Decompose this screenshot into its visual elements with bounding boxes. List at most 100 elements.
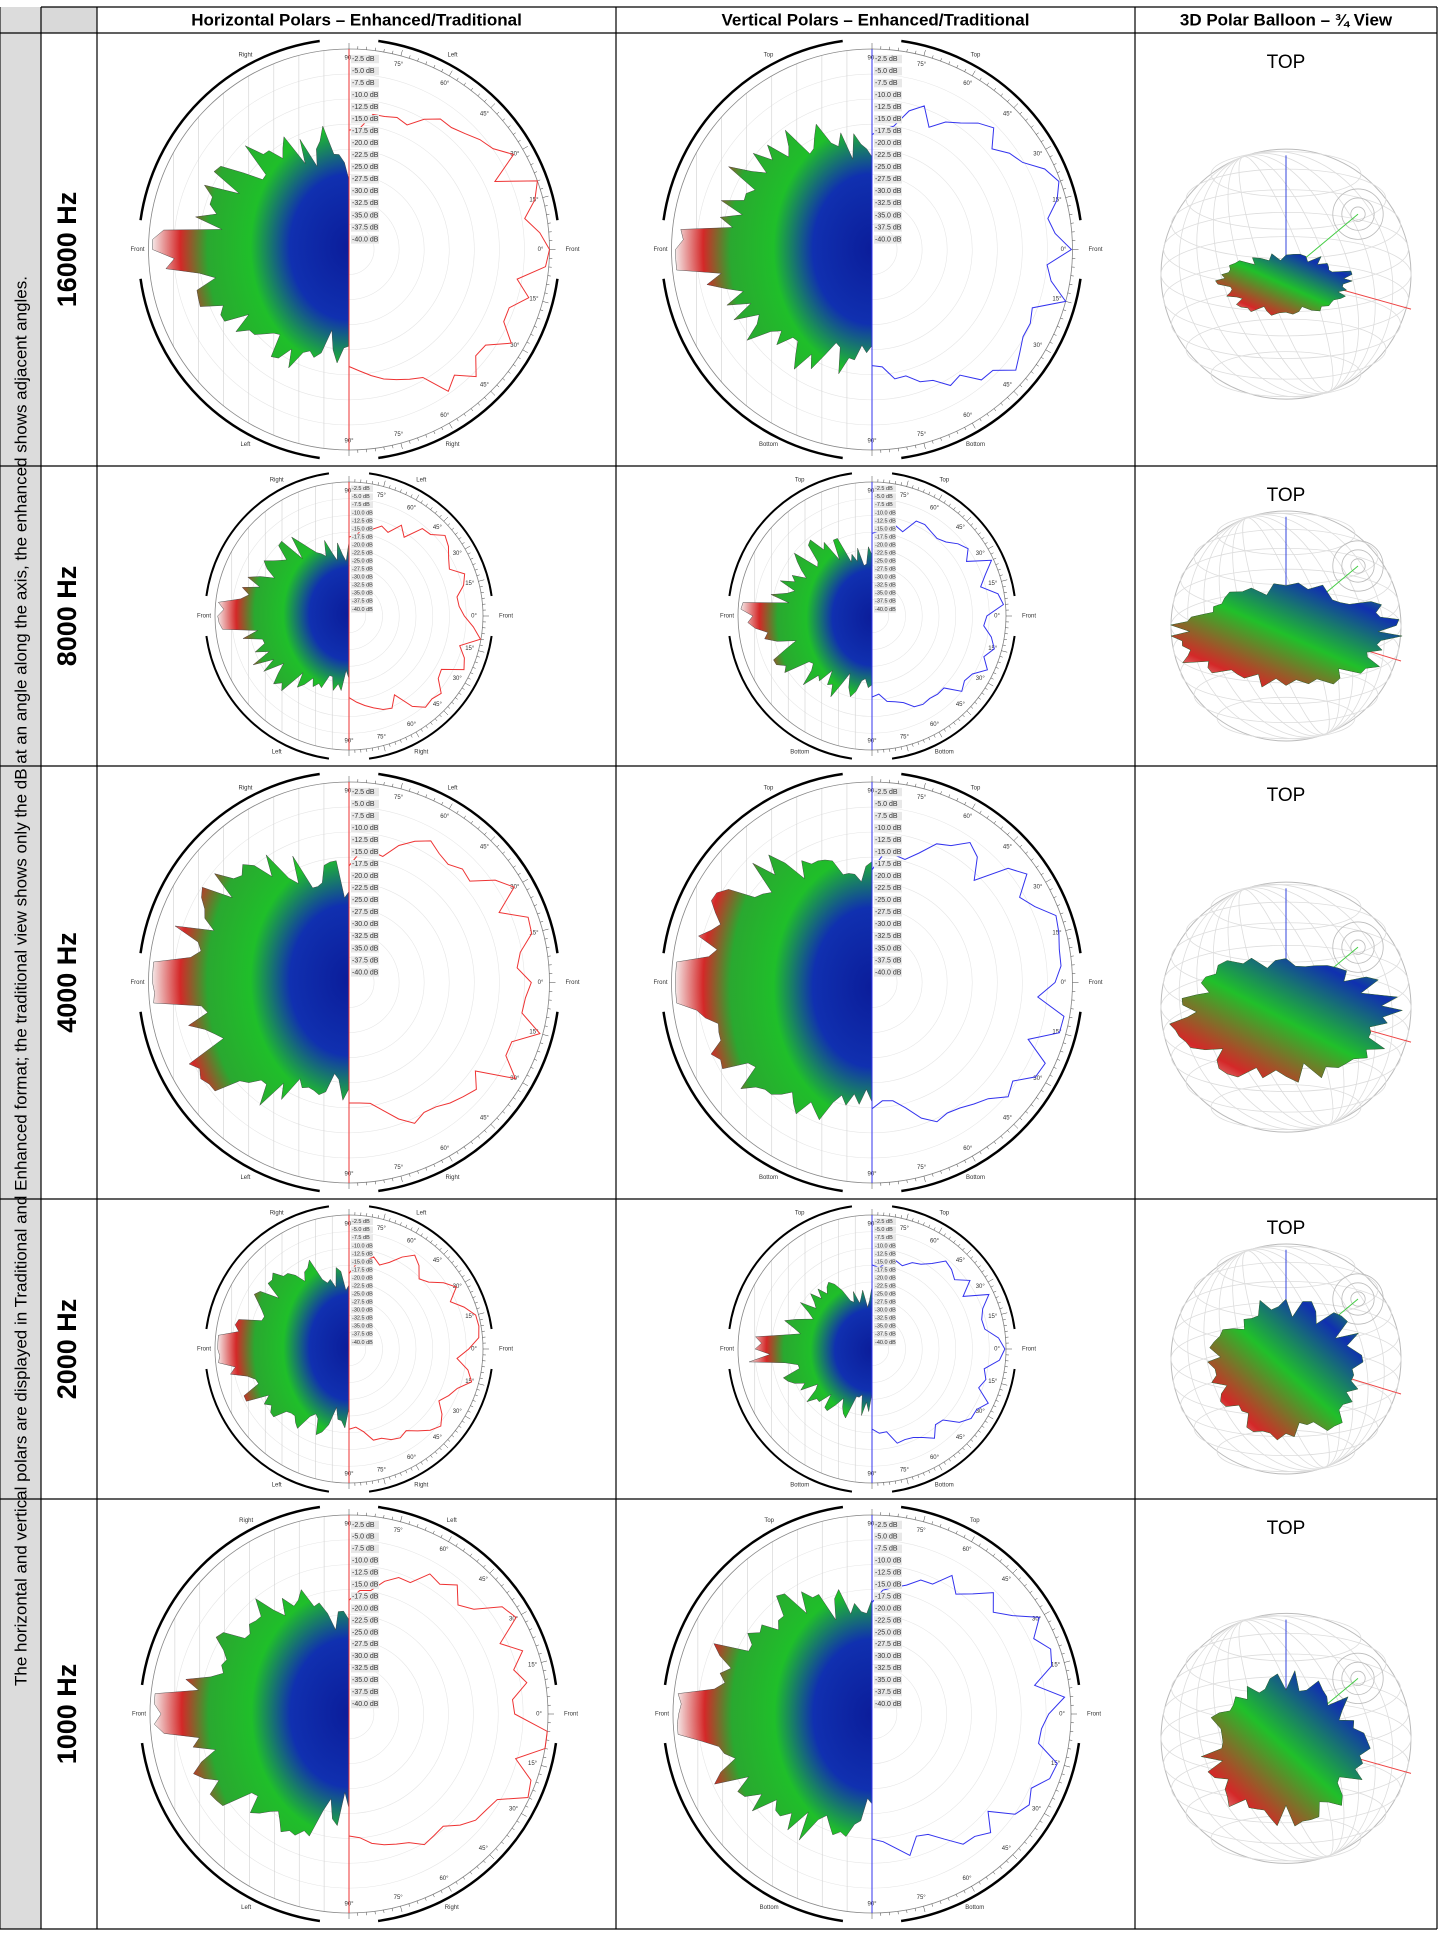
polar-tick — [444, 711, 448, 715]
db-label: -10.0 dB — [875, 1243, 896, 1249]
angle-label: 30° — [976, 1284, 986, 1290]
polar-tick — [518, 1090, 521, 1092]
polar-tick — [471, 88, 473, 90]
db-label: -25.0 dB — [875, 559, 896, 565]
polar-tick — [442, 802, 443, 805]
db-label: -12.5 dB — [352, 1570, 379, 1577]
angle-label: 75° — [394, 432, 404, 438]
polar-tick — [477, 1389, 480, 1390]
angle-label: 45° — [1002, 1846, 1012, 1852]
polar-tick — [982, 1270, 984, 1272]
side-label: Bottom — [790, 750, 809, 756]
angle-label: 15° — [465, 581, 475, 587]
db-label: -37.5 dB — [352, 599, 373, 605]
balloon-3d: TOP — [1145, 785, 1426, 1160]
side-label: Left — [240, 1175, 250, 1181]
polar-outer-arc — [901, 1012, 1080, 1191]
polar-tick — [531, 334, 534, 335]
polar-tick — [1044, 1612, 1049, 1615]
angle-label: 0° — [536, 1712, 542, 1718]
front-label: Front — [564, 1712, 578, 1718]
polar-tick — [523, 350, 528, 353]
side-label: Left — [416, 1211, 426, 1217]
balloon-top-label: TOP — [1267, 1518, 1306, 1539]
polar-tick — [1066, 929, 1072, 931]
front-label: Front — [499, 614, 513, 620]
side-label: Left — [448, 52, 458, 58]
polar-tick — [949, 1459, 951, 1461]
polar-tick — [503, 378, 505, 380]
polar-tick — [503, 852, 505, 854]
polar-tick — [513, 365, 515, 367]
polar-tick — [924, 50, 926, 56]
polar-outer-arc — [378, 279, 557, 458]
angle-label: 45° — [480, 112, 490, 118]
enhanced-polar — [676, 124, 872, 374]
angle-label: 15° — [528, 1662, 538, 1668]
polar-tick — [457, 419, 459, 422]
angle-label: 60° — [440, 413, 450, 419]
polar-tick — [462, 542, 465, 544]
frequency-label: 1000 Hz — [52, 1664, 82, 1765]
polar-tick — [431, 722, 433, 724]
polar-tick — [497, 845, 499, 847]
polar-tick — [395, 742, 396, 745]
polar-tick — [384, 745, 386, 751]
polar-tick — [490, 1855, 494, 1859]
angle-label: 15° — [988, 1379, 998, 1385]
polar-tick — [401, 50, 403, 56]
polar-tick — [1024, 1842, 1026, 1844]
db-label: -17.5 dB — [875, 128, 902, 135]
polar-tick — [996, 667, 999, 668]
polar-tick — [915, 784, 916, 787]
polar-tick — [1066, 1757, 1069, 1758]
side-label: Top — [764, 785, 774, 791]
polar-tick — [546, 947, 549, 948]
polar-tick — [939, 495, 942, 500]
polar-tick — [468, 1286, 471, 1287]
db-label: -15.0 dB — [352, 849, 379, 856]
balloon-top-label: TOP — [1267, 1218, 1306, 1239]
db-label: -27.5 dB — [352, 567, 373, 573]
polar-tick — [1060, 913, 1063, 914]
db-label: -37.5 dB — [352, 1689, 379, 1696]
polar-tick — [915, 445, 916, 448]
polar-outer-arc — [378, 1012, 557, 1191]
db-label: -10.0 dB — [352, 92, 379, 99]
db-label: -17.5 dB — [352, 861, 379, 868]
polar-tick — [907, 745, 909, 751]
polar-tick — [982, 1426, 984, 1428]
polar-tick — [980, 1152, 982, 1155]
angle-label: 30° — [976, 676, 986, 682]
polar-tick — [949, 726, 951, 728]
polar-tick — [401, 1906, 403, 1912]
polar-tick — [982, 693, 984, 695]
polar-tick — [440, 715, 442, 717]
polar-tick — [1066, 196, 1072, 198]
polar-tick — [545, 1026, 548, 1027]
polar-tick — [526, 1806, 529, 1807]
db-label: -35.0 dB — [352, 1324, 373, 1330]
polar-tick — [491, 103, 495, 107]
polar-tick — [389, 1218, 390, 1221]
polar-tick — [400, 1473, 401, 1476]
angle-label: 75° — [394, 1528, 404, 1534]
side-caption: The horizontal and vertical polars are d… — [11, 276, 30, 1686]
polar-tick — [452, 702, 454, 704]
polar-tick — [484, 1130, 486, 1132]
polar-tick — [939, 732, 942, 737]
polar-tick — [392, 51, 393, 54]
polar-tick — [978, 698, 980, 700]
polar-tick — [426, 794, 427, 797]
polar-tick — [452, 1261, 454, 1263]
db-label: -17.5 dB — [352, 128, 379, 135]
polar-tick — [478, 1136, 480, 1138]
polar-tick — [483, 1565, 485, 1567]
db-label: -40.0 dB — [352, 1340, 373, 1346]
polar-tick — [932, 1521, 933, 1524]
polar-tick — [406, 492, 407, 495]
polar-tick — [459, 1270, 461, 1272]
db-label: -35.0 dB — [352, 1677, 379, 1684]
polar-tick — [907, 1910, 908, 1913]
db-label: -27.5 dB — [875, 1300, 896, 1306]
